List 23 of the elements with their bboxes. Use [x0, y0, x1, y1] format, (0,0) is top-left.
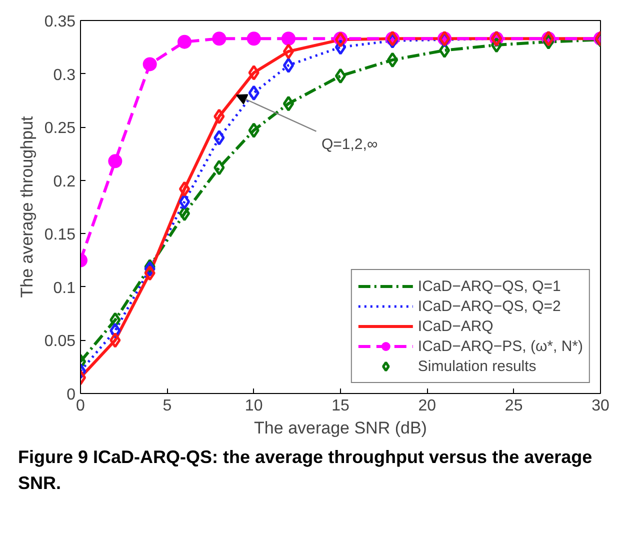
y-axis-title: The average throughput	[17, 116, 36, 298]
x-tick-label: 15	[332, 398, 350, 414]
y-tick-label: 0.3	[53, 66, 76, 84]
x-tick-label: 25	[504, 398, 523, 414]
y-tick-label: 0.35	[44, 14, 76, 30]
y-tick-label: 0.1	[53, 280, 76, 297]
x-tick-label: 20	[418, 398, 436, 414]
annotation: Q=1,2,∞	[322, 136, 378, 154]
y-tick-label: 0.2	[53, 173, 76, 190]
x-tick-label: 10	[244, 398, 263, 414]
x-axis-title: The average SNR (dB)	[254, 418, 427, 438]
x-tick-label: 5	[162, 398, 172, 414]
y-tick-label: 0	[66, 386, 76, 404]
caption: Figure 9 ICaD-ARQ-QS: the average throughput versus the average SNR.	[18, 446, 594, 495]
legend-label: ICaD−ARQ−QS, Q=1	[418, 277, 561, 295]
y-tick-label: 0.25	[44, 120, 76, 138]
legend-label: Simulation results	[418, 357, 536, 375]
x-tick-label: 30	[592, 398, 610, 414]
y-tick-label: 0.15	[44, 226, 76, 244]
legend-label: ICaD−ARQ	[418, 317, 494, 335]
legend-label: ICaD−ARQ−QS, Q=2	[418, 297, 561, 315]
y-tick-label: 0.05	[44, 333, 76, 350]
legend-label: ICaD−ARQ−PS, (ω*, N*)	[418, 337, 583, 355]
